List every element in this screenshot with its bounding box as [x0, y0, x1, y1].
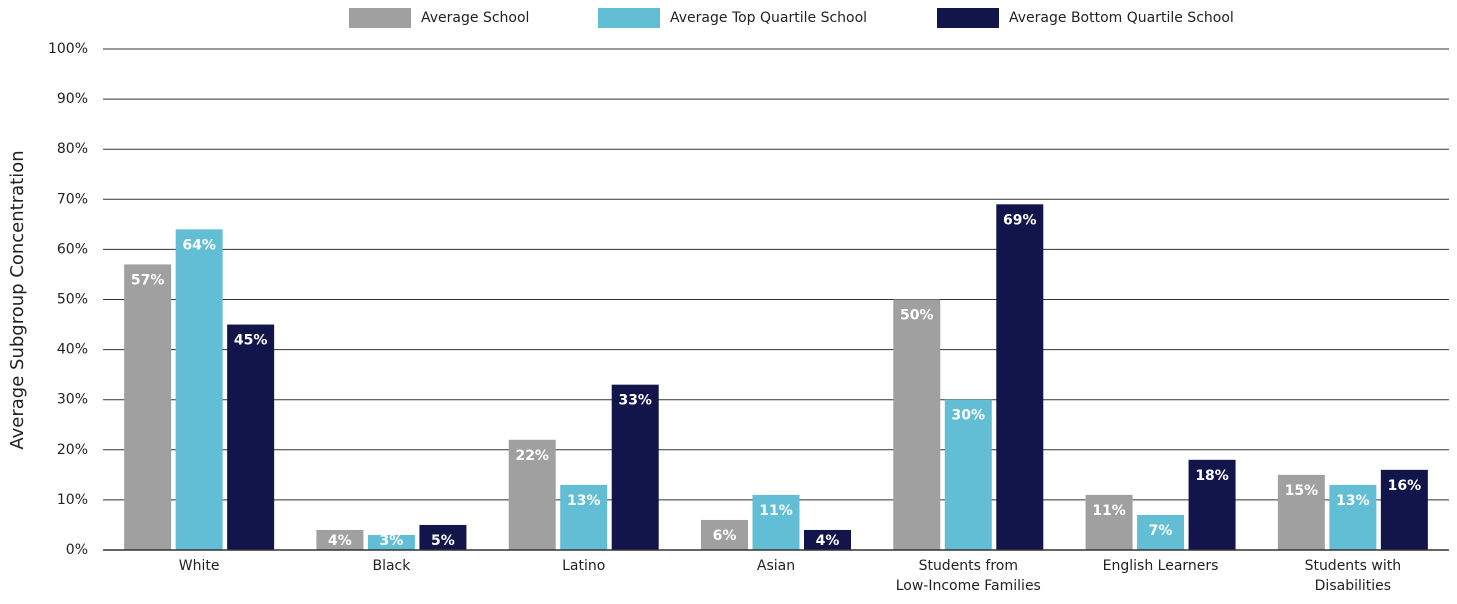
value-label: 15% [1285, 483, 1319, 499]
bar [419, 524, 467, 550]
y-tick-label: 0% [66, 542, 88, 558]
value-label: 6% [713, 528, 737, 544]
x-tick-label: Black [372, 558, 411, 574]
y-tick-label: 90% [57, 91, 88, 107]
bar [508, 439, 556, 550]
value-label: 7% [1149, 523, 1173, 539]
y-tick-label: 60% [57, 241, 88, 257]
x-tick-label: Latino [562, 558, 605, 574]
value-label: 22% [515, 448, 549, 464]
value-label: 64% [182, 237, 216, 253]
bar [1380, 469, 1428, 550]
y-tick-label: 40% [57, 342, 88, 358]
value-label: 50% [900, 308, 934, 324]
y-tick-label: 80% [57, 141, 88, 157]
bar [996, 204, 1044, 550]
value-label: 18% [1195, 468, 1229, 484]
y-tick-label: 100% [48, 41, 88, 57]
legend-label: Average School [421, 10, 529, 26]
bar [175, 229, 223, 551]
bar [227, 324, 275, 550]
value-label: 11% [1092, 503, 1126, 519]
value-label: 11% [759, 503, 793, 519]
value-label: 4% [328, 533, 352, 549]
x-tick-label: Students with Disabilities [1305, 558, 1402, 594]
value-label: 13% [567, 493, 601, 509]
y-tick-label: 30% [57, 392, 88, 408]
value-label: 4% [816, 533, 840, 549]
bar [611, 384, 659, 550]
legend-swatch [349, 8, 411, 28]
bar [1188, 459, 1236, 550]
bar [944, 399, 992, 550]
bar [316, 529, 364, 550]
bar [804, 529, 851, 550]
value-label: 13% [1336, 493, 1370, 509]
value-label: 69% [1003, 212, 1037, 228]
bar [1329, 484, 1377, 550]
y-tick-label: 20% [57, 442, 88, 458]
value-label: 3% [380, 533, 404, 549]
bar [1085, 494, 1133, 550]
y-tick-label: 10% [57, 492, 88, 508]
bar [560, 484, 608, 550]
y-axis-label: Average Subgroup Concentration [7, 150, 28, 449]
legend-label: Average Top Quartile School [670, 10, 867, 26]
x-tick-label: English Learners [1103, 558, 1219, 574]
legend-swatch [598, 8, 660, 28]
bar [752, 494, 800, 550]
legend-swatch [937, 8, 999, 28]
bar [893, 299, 941, 550]
x-tick-label: Students from Low-Income Families [896, 558, 1041, 594]
bar [367, 534, 415, 550]
value-label: 33% [618, 393, 652, 409]
bar [1137, 514, 1185, 550]
x-tick-label: Asian [757, 558, 795, 574]
y-tick-label: 70% [57, 191, 88, 207]
value-label: 5% [431, 533, 455, 549]
bar [124, 264, 172, 550]
value-label: 16% [1388, 478, 1422, 494]
value-label: 57% [131, 272, 165, 288]
y-tick-label: 50% [57, 292, 88, 308]
value-label: 30% [952, 408, 986, 424]
x-tick-label: White [179, 558, 220, 574]
value-label: 45% [234, 333, 268, 349]
legend-label: Average Bottom Quartile School [1009, 10, 1234, 26]
bar [701, 519, 748, 550]
bar [1277, 474, 1325, 550]
